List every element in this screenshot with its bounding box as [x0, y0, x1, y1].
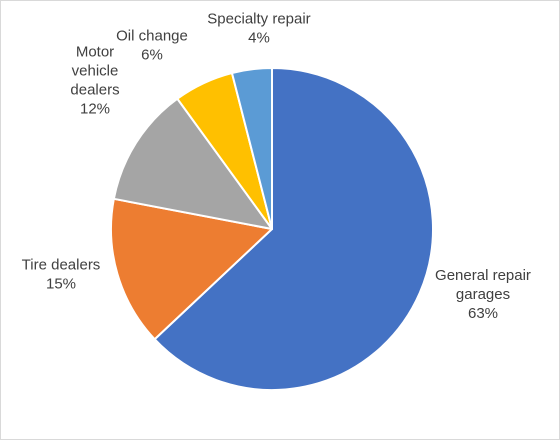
pie-slices	[109, 67, 434, 391]
slice-value-label: 4%	[248, 30, 270, 47]
slice-category-label: Tire dealers	[22, 257, 101, 274]
slice-category-label: Specialty repair	[207, 11, 310, 28]
slice-label-4: Specialty repair 4%	[207, 11, 310, 47]
pie-slice-4	[230, 67, 273, 230]
pie-slice-0	[153, 67, 434, 391]
slice-value-label: 12%	[80, 101, 110, 118]
slice-category-label: Motor	[76, 44, 114, 61]
slice-label-2: Motor vehicle dealers 12%	[70, 44, 119, 118]
slice-value-label: 6%	[141, 47, 163, 64]
slice-category-label: General repair	[435, 267, 531, 284]
slice-category-label: Oil change	[116, 28, 188, 45]
slice-value-label: 15%	[46, 276, 76, 293]
pie-slice-1	[109, 197, 273, 341]
slice-value-label: 63%	[468, 305, 498, 322]
slice-label-3: Oil change 6%	[116, 28, 188, 64]
pie-slice-2	[112, 97, 273, 230]
slice-label-0: General repair garages 63%	[435, 267, 531, 322]
slice-labels: General repair garages 63% Tire dealers 15% M…	[22, 11, 531, 323]
slice-category-label: dealers	[70, 82, 119, 99]
slice-label-1: Tire dealers 15%	[22, 257, 101, 293]
slice-category-label: vehicle	[72, 63, 119, 80]
slice-category-label: garages	[456, 286, 510, 303]
